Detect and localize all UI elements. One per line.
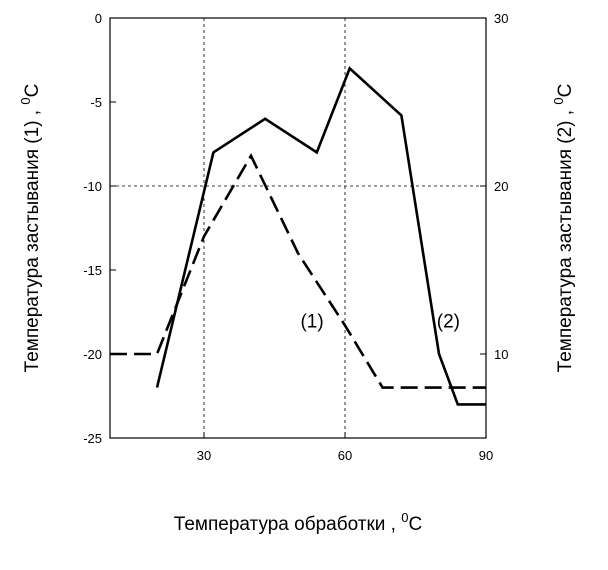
label-layer: Температура обработки , 0C Температура за… bbox=[18, 84, 576, 535]
x-tick-label: 60 bbox=[338, 448, 352, 463]
y-left-tick-label: 0 bbox=[95, 11, 102, 26]
y-right-tick-label: 10 bbox=[494, 347, 508, 362]
series-line-2 bbox=[155, 66, 486, 406]
y-right-axis-title: Температура застывания (2) , 0C bbox=[551, 84, 576, 373]
series-annotation-1: (1) bbox=[300, 311, 323, 332]
x-tick-label: 30 bbox=[197, 448, 211, 463]
y-left-axis-title: Температура застывания (1) , 0C bbox=[18, 84, 43, 373]
plot-frame bbox=[109, 17, 487, 439]
series-line-1 bbox=[110, 153, 486, 389]
tick-layer: 0 -5 -10 -15 -20 -25 30 20 10 30 60 90 bbox=[83, 11, 508, 463]
x-tick-label: 90 bbox=[479, 448, 493, 463]
series-annotation-2: (2) bbox=[437, 311, 460, 332]
y-left-tick-label: -5 bbox=[90, 95, 102, 110]
y-right-tick-label: 20 bbox=[494, 179, 508, 194]
y-left-tick-label: -15 bbox=[83, 263, 102, 278]
y-left-tick-label: -10 bbox=[83, 179, 102, 194]
y-left-tick-label: -20 bbox=[83, 347, 102, 362]
series-layer bbox=[110, 66, 486, 406]
y-right-tick-label: 30 bbox=[494, 11, 508, 26]
y-left-tick-label: -25 bbox=[83, 431, 102, 446]
x-axis-title: Температура обработки , 0C bbox=[174, 510, 422, 535]
grid-layer bbox=[110, 18, 486, 438]
